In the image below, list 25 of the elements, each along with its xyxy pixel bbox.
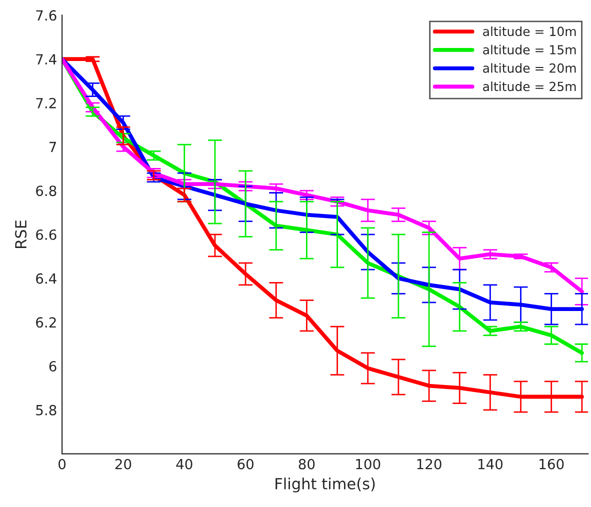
y-axis-title: RSE [15, 220, 27, 248]
y-tick-label: 7 [49, 142, 56, 152]
y-tick-label: 7.4 [36, 54, 56, 64]
x-tick-label: 80 [298, 458, 315, 470]
x-tick-label: 40 [176, 458, 192, 470]
legend-label: altitude = 10m [483, 26, 576, 36]
x-axis-title: Flight time(s) [276, 478, 375, 492]
y-tick-label: 6.8 [36, 186, 56, 196]
x-tick-label: 160 [540, 458, 564, 470]
y-tick-label: 7.2 [36, 98, 56, 108]
y-tick-label: 6.2 [36, 317, 56, 328]
x-tick-label: 100 [356, 458, 380, 470]
y-tick-label: 6.4 [36, 273, 56, 284]
legend-label: altitude = 25m [483, 82, 576, 92]
y-tick-label: 6.6 [36, 229, 56, 240]
x-tick-label: 20 [115, 458, 132, 470]
x-tick-label: 120 [417, 458, 442, 470]
y-tick-label: 6 [49, 361, 56, 372]
y-tick-label: 7.6 [36, 10, 56, 21]
x-tick-label: 0 [58, 458, 66, 470]
legend-label: altitude = 20m [483, 63, 576, 73]
legend-label: altitude = 15m [483, 44, 576, 54]
y-tick-label: 5.8 [36, 404, 56, 416]
x-tick-label: 140 [478, 458, 503, 470]
x-tick-label: 60 [238, 458, 254, 470]
